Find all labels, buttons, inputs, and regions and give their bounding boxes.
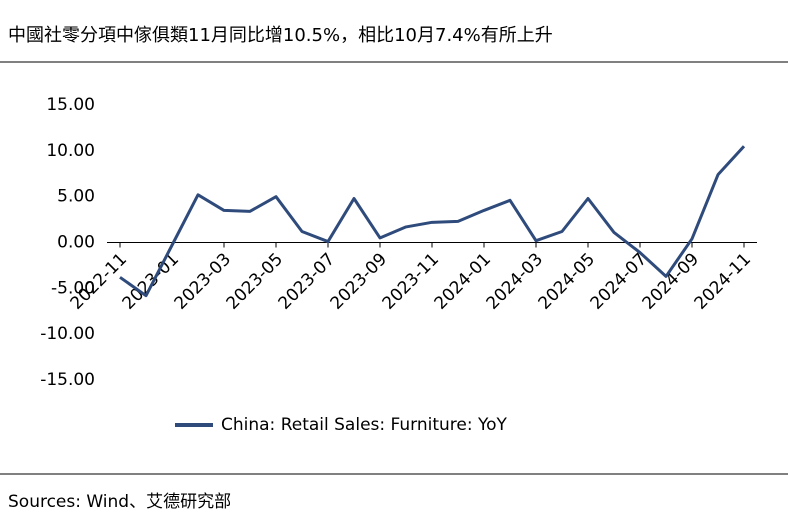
x-tick-label: 2023-05 (223, 249, 287, 313)
x-tick-label: 2024-07 (587, 249, 651, 313)
x-tick-label: 2023-09 (327, 249, 391, 313)
x-tick-label: 2024-03 (483, 249, 547, 313)
y-tick-label: -15.00 (40, 370, 95, 390)
y-tick-label: -5.00 (51, 278, 95, 298)
y-tick-label: -10.00 (40, 324, 95, 344)
source: Sources: Wind、艾德研究部 (8, 492, 231, 512)
x-tick-label: 2023-07 (275, 249, 339, 313)
data-line (119, 145, 746, 298)
y-tick-label: 10.00 (46, 141, 95, 161)
x-tick-label: 2023-11 (379, 249, 443, 313)
chart-title: 中國社零分項中傢俱類11月同比增10.5%，相比10月7.4%有所上升 (8, 25, 553, 46)
x-tick-label: 2024-05 (535, 249, 599, 313)
legend-label: China: Retail Sales: Furniture: YoY (221, 415, 507, 435)
y-tick-label: 15.00 (46, 95, 95, 115)
x-tick-label: 2023-03 (171, 249, 235, 313)
y-tick-label: 5.00 (57, 187, 95, 207)
x-tick-label: 2024-11 (691, 249, 755, 313)
y-tick-label: 0.00 (57, 233, 95, 253)
x-tick-label: 2024-01 (431, 249, 495, 313)
